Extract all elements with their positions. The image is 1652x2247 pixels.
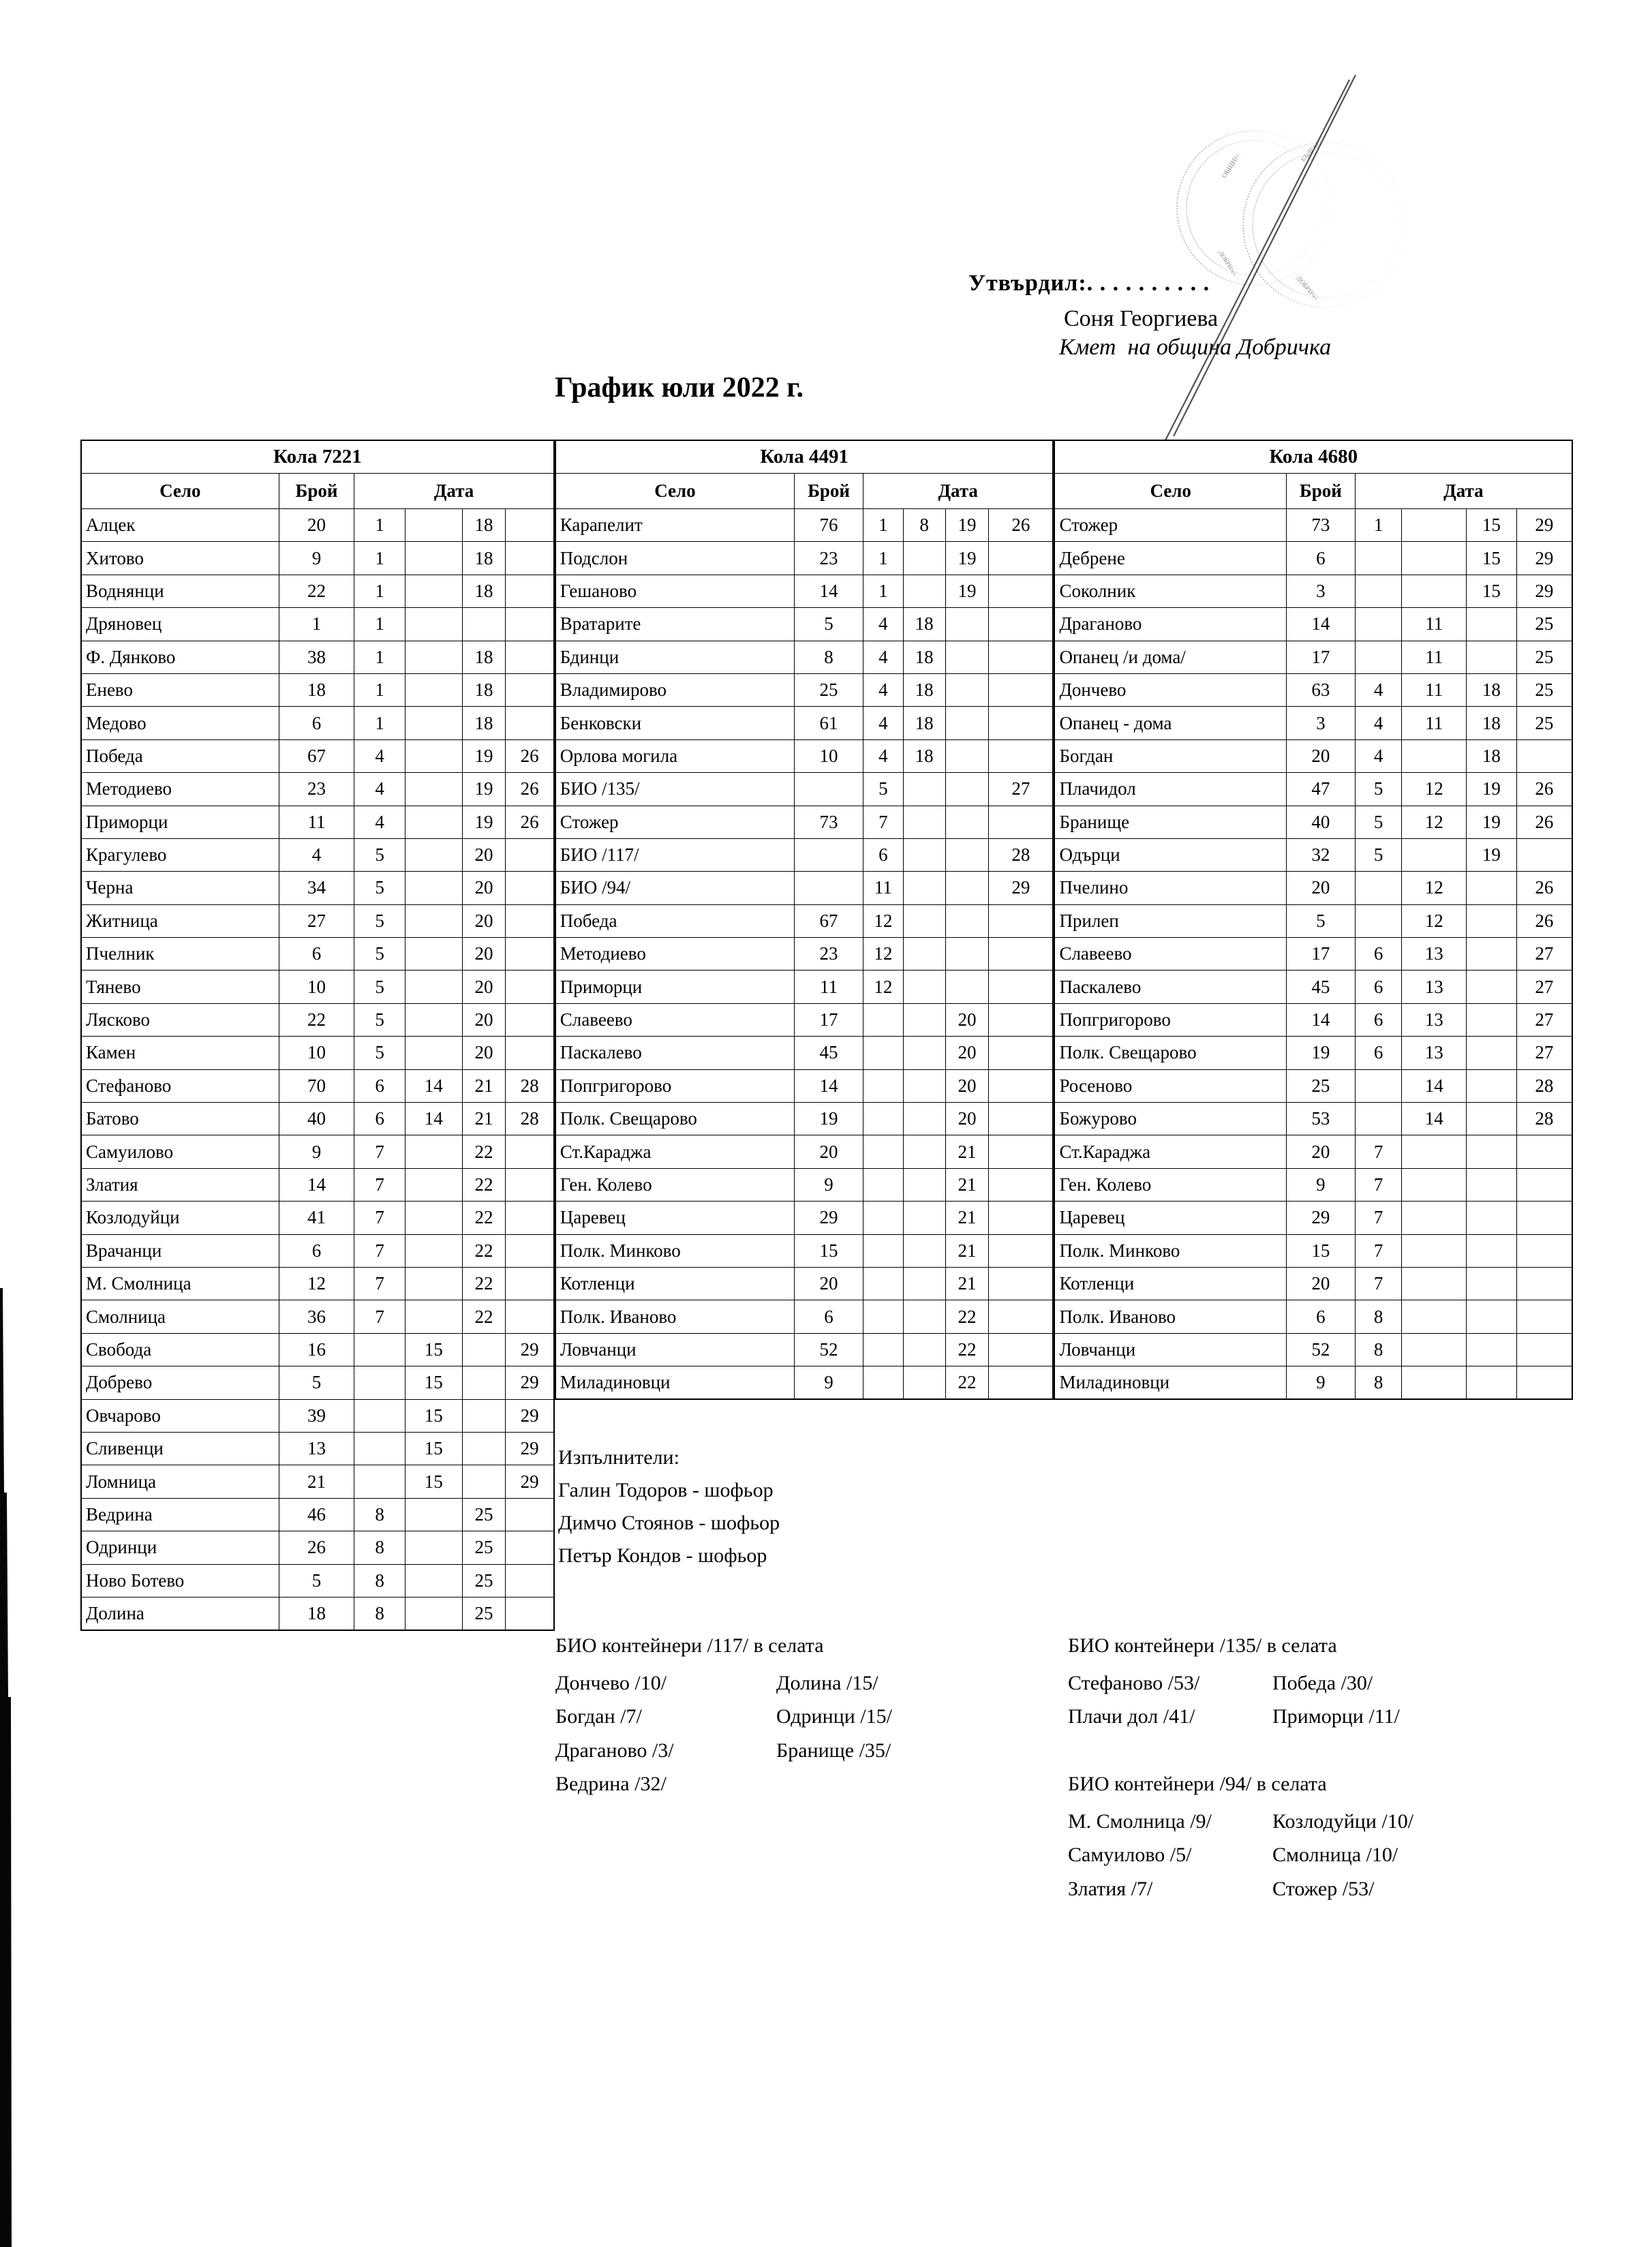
svg-text:ДОБРИЧКА: ДОБРИЧКА	[1295, 275, 1324, 307]
svg-text:ОБЩИНА: ОБЩИНА	[1221, 149, 1244, 180]
